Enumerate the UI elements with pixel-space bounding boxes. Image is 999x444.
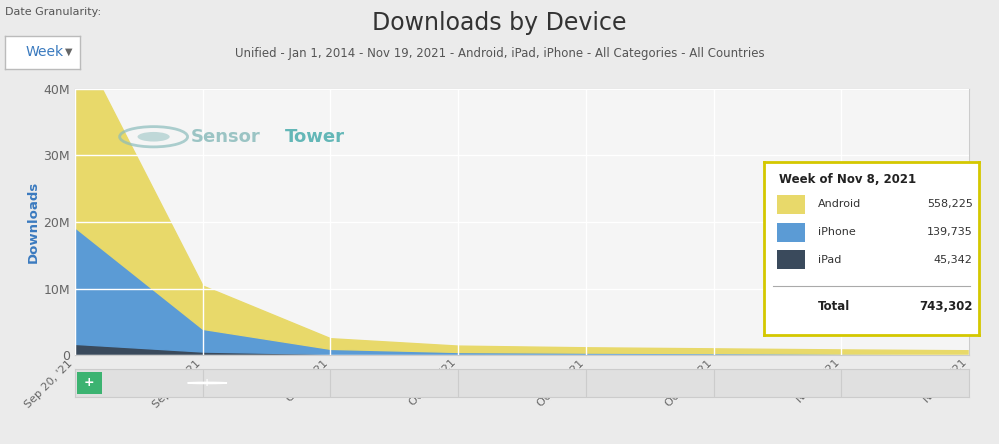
Text: 558,225: 558,225 xyxy=(927,199,973,210)
Text: Week: Week xyxy=(26,45,64,59)
Text: Total: Total xyxy=(818,300,850,313)
Text: Week of Nov 8, 2021: Week of Nov 8, 2021 xyxy=(779,173,916,186)
FancyBboxPatch shape xyxy=(77,372,102,394)
FancyBboxPatch shape xyxy=(777,195,805,214)
Text: Date Granularity:: Date Granularity: xyxy=(5,7,101,17)
Text: Tower: Tower xyxy=(285,128,345,146)
Circle shape xyxy=(138,132,170,142)
FancyBboxPatch shape xyxy=(777,250,805,270)
Text: ▼: ▼ xyxy=(65,47,73,57)
Text: iPad: iPad xyxy=(818,255,841,265)
Text: 743,302: 743,302 xyxy=(919,300,973,313)
Text: 45,342: 45,342 xyxy=(934,255,973,265)
Text: +: + xyxy=(203,378,212,388)
Circle shape xyxy=(188,382,227,384)
FancyBboxPatch shape xyxy=(777,223,805,242)
Text: 139,735: 139,735 xyxy=(927,227,973,237)
Text: Downloads by Device: Downloads by Device xyxy=(373,11,626,35)
Text: Sensor: Sensor xyxy=(191,128,261,146)
Text: Android: Android xyxy=(818,199,861,210)
Text: Unified - Jan 1, 2014 - Nov 19, 2021 - Android, iPad, iPhone - All Categories - : Unified - Jan 1, 2014 - Nov 19, 2021 - A… xyxy=(235,47,764,59)
Y-axis label: Downloads: Downloads xyxy=(26,181,39,263)
Text: iPhone: iPhone xyxy=(818,227,856,237)
Text: +: + xyxy=(84,376,95,389)
